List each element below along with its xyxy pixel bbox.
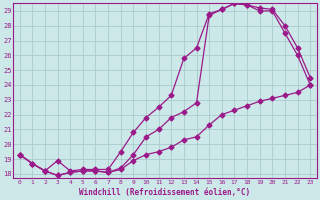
X-axis label: Windchill (Refroidissement éolien,°C): Windchill (Refroidissement éolien,°C): [79, 188, 251, 197]
